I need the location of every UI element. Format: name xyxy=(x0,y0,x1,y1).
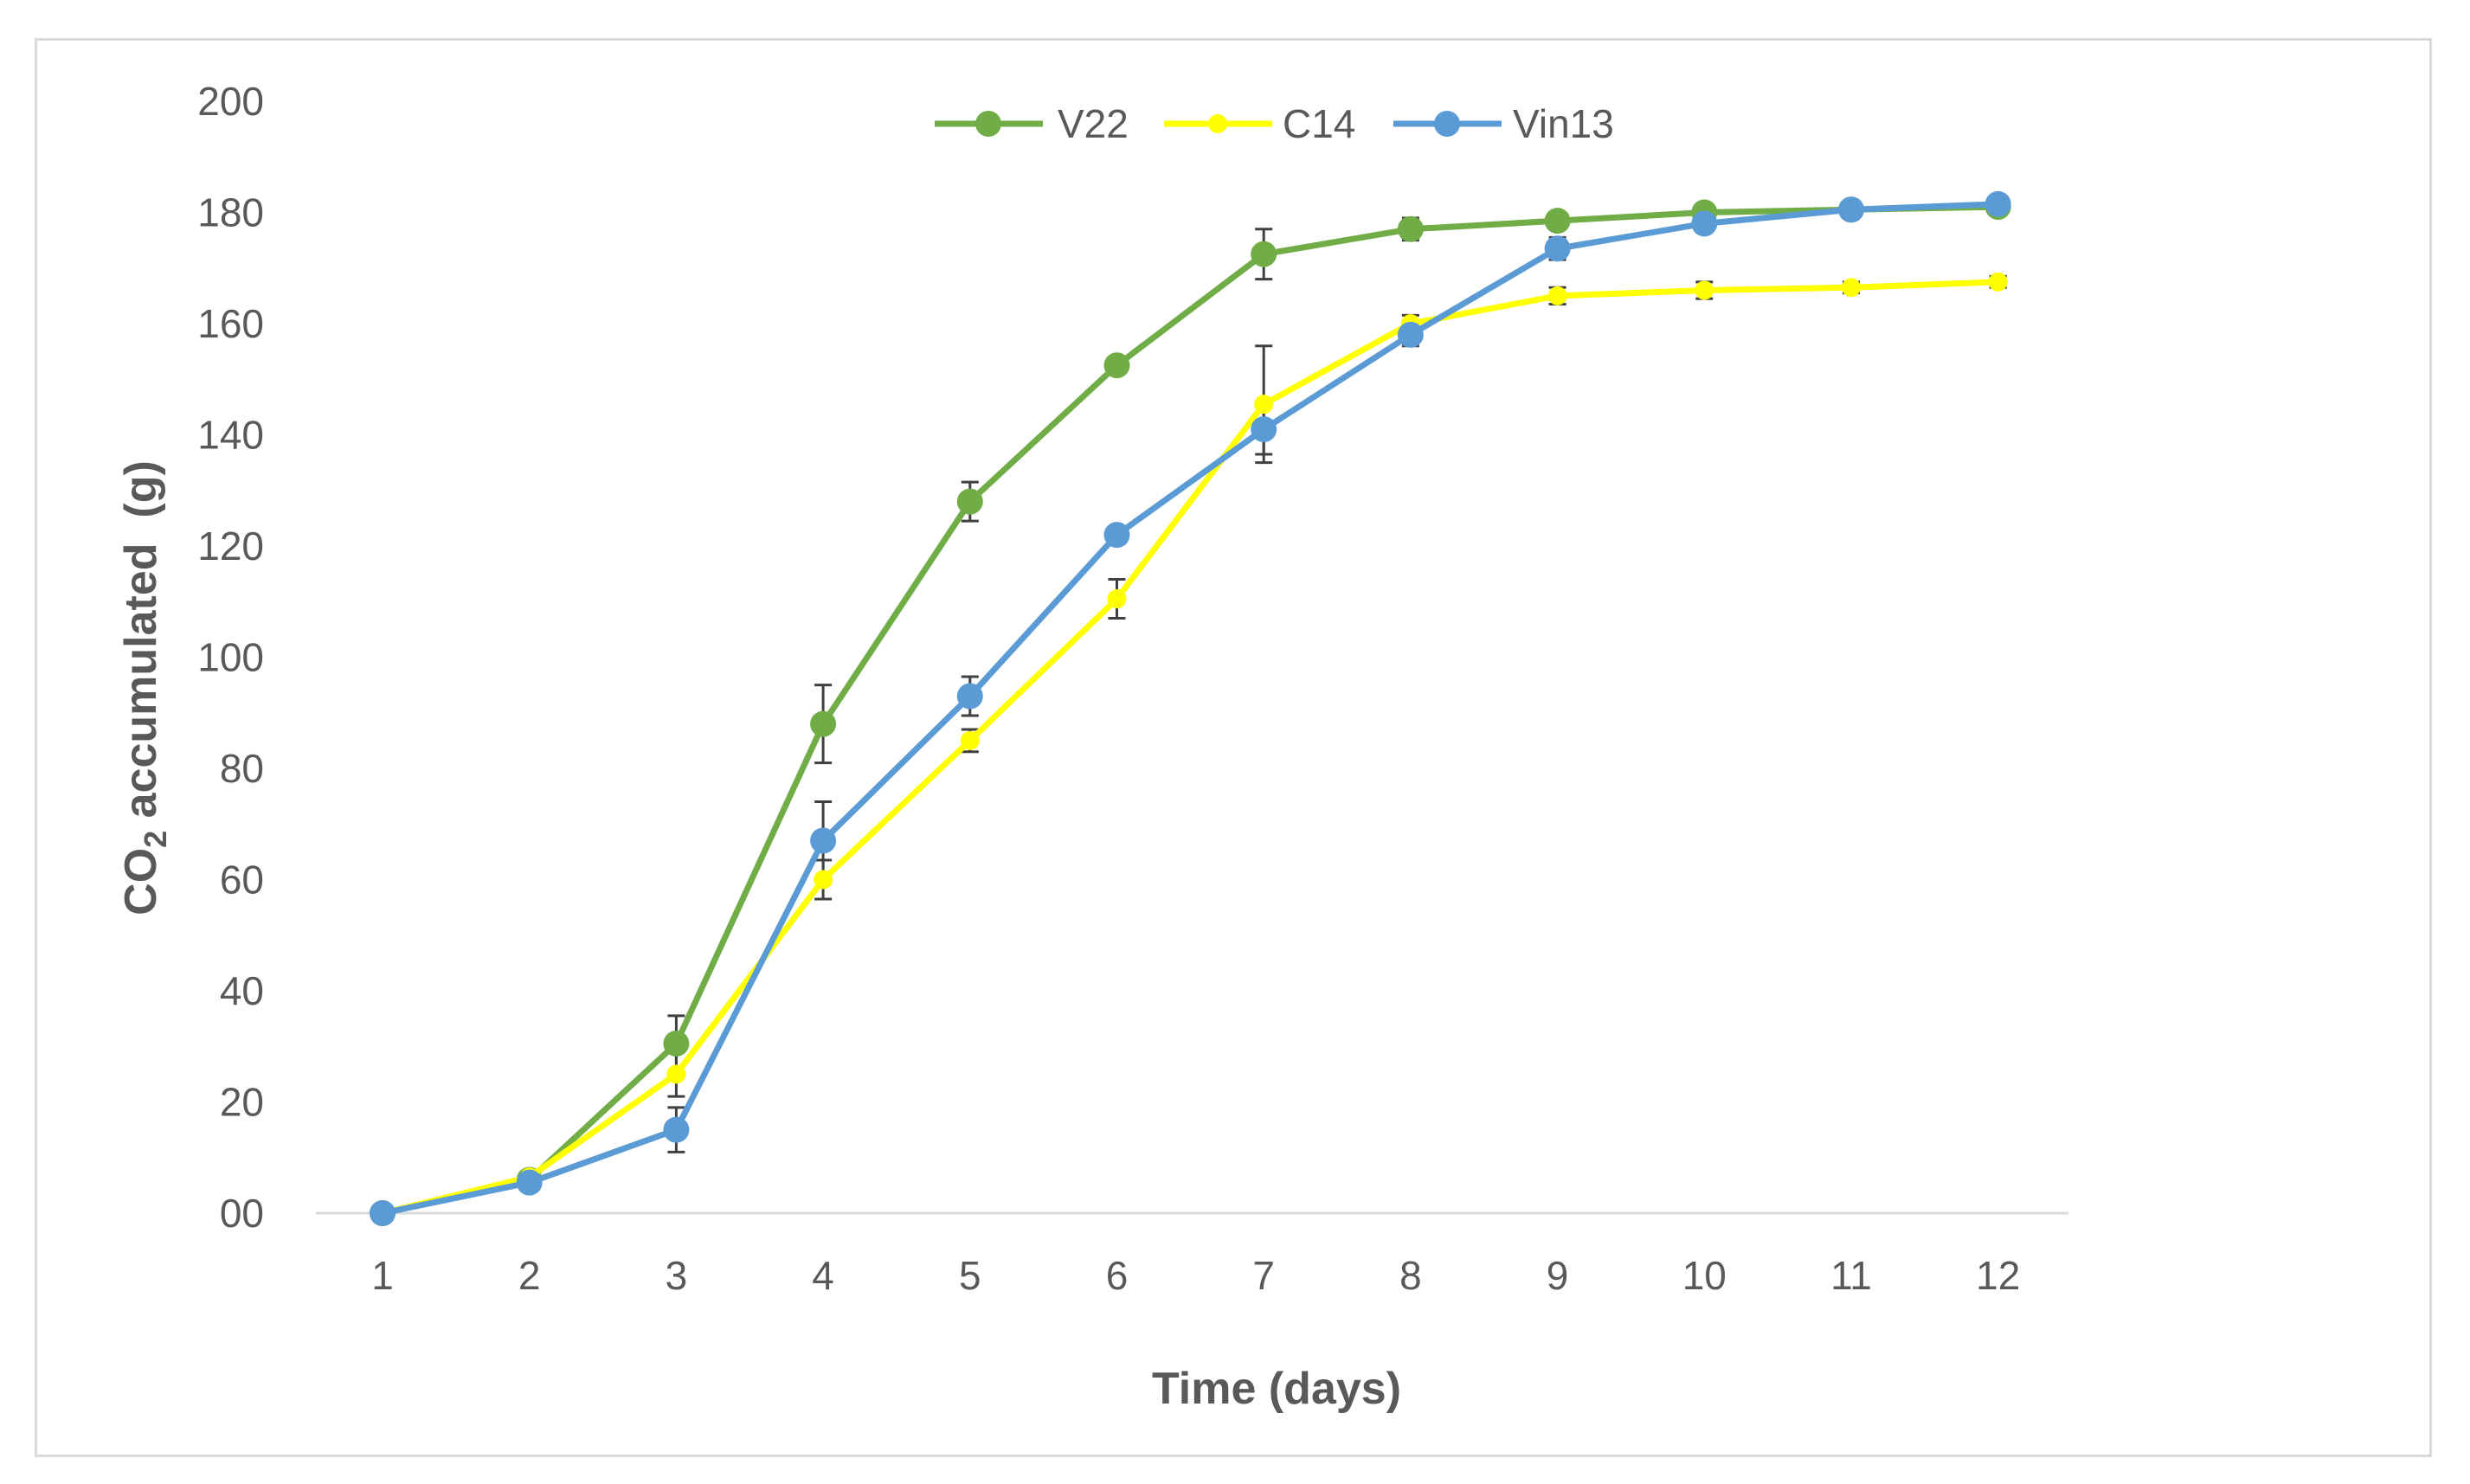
x-tick-label: 6 xyxy=(1106,1253,1129,1298)
data-point-vin13 xyxy=(1838,196,1864,223)
data-point-vin13 xyxy=(1251,416,1277,443)
legend: V22 C14 Vin13 xyxy=(935,101,1614,146)
x-tick-label: 12 xyxy=(1976,1253,2020,1298)
data-point-vin13 xyxy=(1691,210,1718,237)
x-axis-ticks: 1 2 3 4 5 6 7 8 9 10 11 12 xyxy=(371,1253,2020,1298)
data-point-c14 xyxy=(1842,278,1861,298)
x-tick-label: 4 xyxy=(812,1253,834,1298)
data-point-c14 xyxy=(1988,272,2008,292)
data-point-vin13 xyxy=(516,1169,543,1196)
data-point-v22 xyxy=(810,710,837,737)
data-point-c14 xyxy=(1547,286,1567,305)
y-tick-label: 200 xyxy=(197,79,264,124)
y-tick-label: 120 xyxy=(197,524,264,569)
y-axis-title-main: CO xyxy=(116,848,166,915)
legend-swatch-marker xyxy=(975,111,1001,137)
data-point-vin13 xyxy=(810,827,837,854)
data-point-vin13 xyxy=(1984,190,2011,217)
y-axis-title-sub: 2 xyxy=(138,831,173,848)
x-tick-label: 10 xyxy=(1682,1253,1727,1298)
y-tick-label: 60 xyxy=(220,858,264,903)
data-point-v22 xyxy=(1544,208,1571,234)
legend-label: C14 xyxy=(1283,101,1355,146)
data-point-c14 xyxy=(666,1064,686,1084)
x-tick-label: 2 xyxy=(518,1253,541,1298)
x-axis-title: Time (days) xyxy=(1152,1364,1401,1414)
data-point-v22 xyxy=(663,1031,690,1057)
y-tick-label: 100 xyxy=(197,635,264,680)
y-tick-label: 140 xyxy=(197,413,264,458)
legend-label: Vin13 xyxy=(1513,101,1614,146)
data-point-vin13 xyxy=(1544,235,1571,262)
x-tick-label: 8 xyxy=(1399,1253,1422,1298)
data-point-c14 xyxy=(960,730,980,750)
y-tick-label: 180 xyxy=(197,190,264,235)
x-tick-label: 11 xyxy=(1830,1253,1872,1298)
y-axis-ticks: 00 20 40 60 80 100 120 140 160 180 200 xyxy=(197,79,264,1236)
legend-label: V22 xyxy=(1058,101,1129,146)
legend-item-v22: V22 xyxy=(935,101,1129,146)
data-point-c14 xyxy=(1254,395,1274,414)
legend-swatch-marker xyxy=(1434,111,1460,137)
y-tick-label: 40 xyxy=(220,968,264,1013)
series-line-c14 xyxy=(382,279,1998,1217)
series-v22 xyxy=(370,194,2011,1226)
data-point-vin13 xyxy=(1103,522,1130,549)
data-point-v22 xyxy=(956,488,983,515)
y-tick-label: 160 xyxy=(197,301,264,346)
series-line-vin13 xyxy=(382,201,1998,1217)
data-point-v22 xyxy=(1251,241,1277,267)
data-point-vin13 xyxy=(1397,321,1424,348)
data-point-vin13 xyxy=(663,1116,690,1143)
series-line-v22 xyxy=(382,203,1998,1217)
y-tick-label: 20 xyxy=(220,1080,264,1125)
x-tick-label: 1 xyxy=(371,1253,394,1298)
chart-frame xyxy=(35,38,2432,1457)
y-tick-label: 00 xyxy=(220,1191,264,1236)
series-vin13 xyxy=(370,190,2011,1226)
x-tick-label: 7 xyxy=(1252,1253,1275,1298)
legend-item-c14: C14 xyxy=(1164,101,1355,146)
x-tick-label: 5 xyxy=(959,1253,981,1298)
legend-item-vin13: Vin13 xyxy=(1393,101,1614,146)
data-point-c14 xyxy=(1695,280,1714,300)
data-point-vin13 xyxy=(370,1200,396,1226)
y-axis-title-rest: accumulated (g) xyxy=(116,460,166,831)
series-c14 xyxy=(373,272,2008,1223)
data-point-c14 xyxy=(1107,589,1127,609)
data-point-v22 xyxy=(1103,352,1130,379)
data-point-c14 xyxy=(814,870,833,890)
data-point-vin13 xyxy=(956,683,983,710)
series-layer xyxy=(370,190,2011,1226)
legend-swatch-marker xyxy=(1208,114,1227,133)
y-tick-label: 80 xyxy=(220,746,264,791)
x-tick-label: 9 xyxy=(1547,1253,1569,1298)
x-tick-label: 3 xyxy=(666,1253,688,1298)
y-axis-title: CO2 accumulated (g) xyxy=(116,460,173,915)
data-point-v22 xyxy=(1397,215,1424,242)
